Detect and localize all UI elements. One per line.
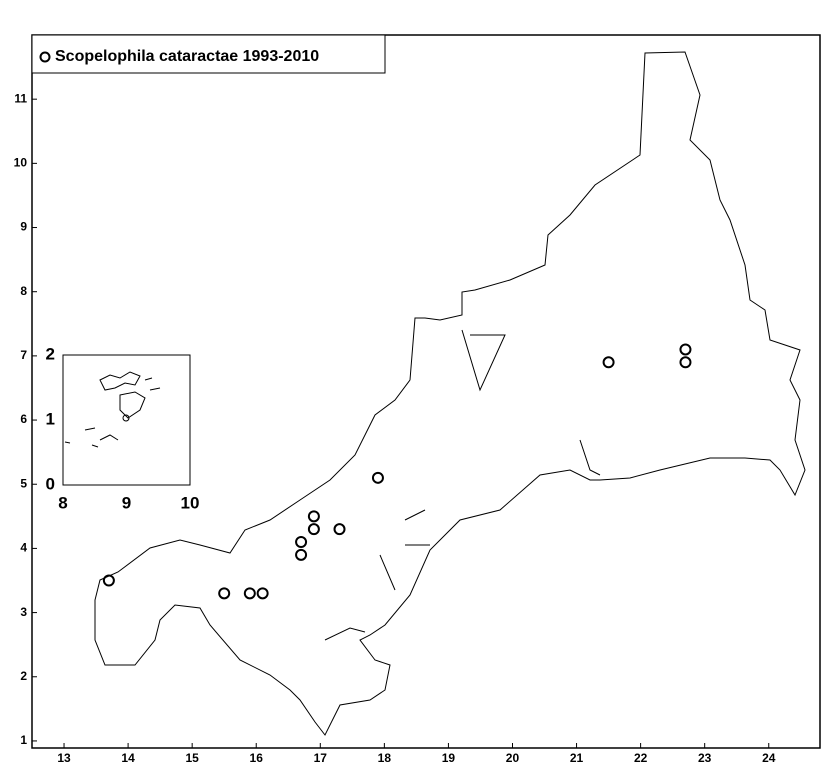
y-tick-label: 2: [46, 344, 55, 363]
record-marker: [679, 356, 692, 369]
plot-frame: [31, 34, 821, 749]
record-marker: [333, 523, 346, 536]
record-marker: [256, 587, 269, 600]
x-tick-label: 8: [58, 493, 67, 512]
y-tick-label: 10: [14, 156, 28, 170]
x-tick-label: 16: [250, 751, 264, 765]
x-tick-label: 14: [121, 751, 135, 765]
record-marker: [102, 574, 115, 587]
x-tick-label: 20: [506, 751, 520, 765]
y-tick-label: 1: [46, 409, 55, 428]
record-marker: [218, 587, 231, 600]
legend-marker: [39, 51, 51, 63]
record-marker: [295, 548, 308, 561]
y-tick-label: 3: [20, 605, 27, 619]
inset-island: [122, 414, 130, 422]
y-tick-label: 5: [20, 476, 27, 490]
y-tick-label: 0: [46, 474, 55, 493]
y-tick-label: 4: [20, 541, 27, 555]
inset-islands: [64, 371, 161, 448]
map-outline: [94, 51, 806, 736]
x-tick-label: 21: [570, 751, 584, 765]
x-tick-label: 23: [698, 751, 712, 765]
record-marker: [295, 535, 308, 548]
record-marker: [307, 510, 320, 523]
inset-frame: [62, 354, 191, 486]
x-tick-label: 15: [185, 751, 199, 765]
record-marker: [307, 523, 320, 536]
x-tick-label: 10: [181, 493, 200, 512]
y-tick-label: 11: [14, 91, 27, 105]
y-tick-label: 9: [20, 220, 27, 234]
y-tick-label: 7: [20, 348, 27, 362]
y-tick-label: 1: [20, 733, 27, 747]
legend-box: [31, 34, 386, 74]
x-tick-label: 19: [442, 751, 456, 765]
y-tick-label: 8: [20, 284, 27, 298]
x-tick-label: 22: [634, 751, 648, 765]
x-tick-label: 18: [378, 751, 392, 765]
record-marker: [602, 356, 615, 369]
y-tick-label: 6: [20, 412, 27, 426]
record-marker: [243, 587, 256, 600]
legend-label: Scopelophila cataractae 1993-2010: [55, 48, 319, 65]
x-tick-label: 24: [762, 751, 776, 765]
x-tick-label: 9: [122, 493, 131, 512]
record-marker: [679, 343, 692, 356]
y-tick-label: 2: [20, 669, 27, 683]
x-tick-label: 13: [57, 751, 71, 765]
record-marker: [371, 471, 384, 484]
x-tick-label: 17: [314, 751, 328, 765]
